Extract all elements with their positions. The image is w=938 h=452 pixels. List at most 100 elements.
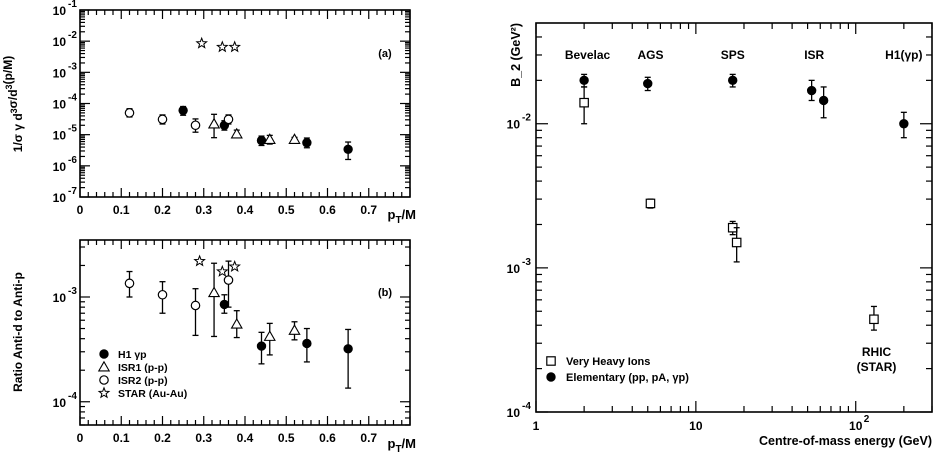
series-c-1 [579, 73, 909, 139]
series-b-2 [124, 260, 234, 337]
xtick-label-a-6: 0.6 [319, 203, 336, 217]
xtick-label-a-5: 0.5 [278, 203, 295, 217]
series-a-1 [207, 113, 301, 145]
svg-text:-4: -4 [522, 401, 531, 412]
ytick-label-b-1: 10 -4 [53, 391, 78, 410]
ytick-label-a-3: 10 -4 [53, 93, 78, 112]
xtick-label-b-3: 0.3 [195, 431, 212, 445]
xtick-label-c-0: 1 [533, 419, 540, 433]
point-a-2-2 [190, 120, 201, 131]
point-b-2-0 [124, 278, 135, 289]
y-axis-label-a: 1/σ γ d3σ/d3(p/M) [1, 56, 25, 152]
ytick-label-b-0: 10 -3 [53, 286, 78, 305]
series-a-0 [178, 105, 353, 161]
ytick-label-a-5: 10 -6 [53, 155, 78, 174]
point-c-0-0 [579, 97, 589, 108]
point-a-1-1 [230, 127, 243, 139]
annotation-c-5: RHIC [862, 345, 892, 359]
svg-text:10: 10 [53, 66, 67, 80]
point-b-2-2 [190, 300, 201, 311]
point-b-3-2 [228, 259, 241, 272]
svg-text:-2: -2 [68, 30, 77, 41]
point-b-1-2 [263, 330, 276, 341]
svg-text:10: 10 [507, 262, 521, 276]
x-axis-label-b: pT/M [387, 436, 416, 452]
svg-text:2: 2 [864, 414, 870, 425]
y-axis-label-b: Ratio Anti-d to Anti-p [11, 272, 25, 392]
point-c-1-4 [818, 95, 829, 106]
panel-label-b: (b) [378, 287, 392, 299]
series-a-3 [195, 36, 241, 53]
xtick-label-b-5: 0.5 [278, 431, 295, 445]
panel-a: 0 0.1 0.2 0.3 0.4 0.5 0.6 0.710-110-210-310-410… [1, 0, 416, 226]
point-a-2-1 [157, 114, 168, 125]
point-b-0-3 [343, 344, 353, 354]
legend-marker-c-0 [546, 356, 556, 366]
point-b-3-1 [216, 264, 229, 277]
plot-frame-c [535, 22, 933, 413]
legend-label-b-0: H1 γp [118, 349, 147, 361]
svg-text:10: 10 [849, 419, 863, 433]
xtick-label-b-6: 0.6 [319, 431, 336, 445]
annotation-c-6: (STAR) [857, 360, 897, 374]
point-a-3-2 [228, 40, 241, 53]
svg-text:10: 10 [53, 160, 67, 174]
legend-label-b-1: ISR1 (p-p) [118, 362, 168, 374]
svg-text:-2: -2 [522, 113, 531, 124]
point-a-1-3 [288, 133, 301, 144]
svg-text:10: 10 [53, 191, 67, 205]
xtick-label-b-2: 0.2 [154, 431, 171, 445]
xtick-label-b-0: 0 [77, 431, 84, 445]
svg-text:-5: -5 [68, 124, 77, 135]
svg-text:-7: -7 [68, 186, 77, 197]
point-a-0-0 [178, 105, 188, 116]
point-b-0-2 [302, 338, 312, 349]
plot-frame-a [79, 9, 411, 198]
legend-label-c-0: Very Heavy Ions [566, 356, 650, 368]
panel-b: 0 0.1 0.2 0.3 0.4 0.5 0.6 0.710 -310 -4(b)pT/MRat… [11, 239, 416, 452]
legend-marker-b-0 [99, 349, 109, 359]
xtick-label-b-7: 0.7 [360, 431, 377, 445]
annotation-c-2: SPS [721, 48, 745, 62]
xtick-label-c-2: 10 2 [849, 414, 870, 433]
legend-c: Very Heavy Ions Elementary (pp, pA, γp) [546, 356, 689, 384]
point-b-1-0 [207, 286, 221, 298]
point-a-1-2 [263, 133, 276, 144]
annotation-c-3: ISR [804, 48, 824, 62]
x-axis-label-c: Centre-of-mass energy (GeV) [759, 434, 932, 448]
xtick-label-a-0: 0 [77, 203, 84, 217]
point-c-0-1 [645, 198, 656, 209]
svg-text:-3: -3 [68, 286, 77, 297]
svg-text:10: 10 [53, 396, 67, 410]
svg-text:10: 10 [53, 98, 67, 112]
legend-label-b-3: STAR (Au-Au) [118, 388, 187, 400]
ytick-label-a-2: 10 -3 [53, 61, 78, 80]
xtick-label-a-1: 0.1 [113, 203, 130, 217]
series-b-3 [193, 254, 241, 277]
xtick-label-c-1: 10 [689, 419, 703, 433]
point-a-1-0 [207, 117, 221, 129]
ytick-label-c-0: 10 -2 [507, 113, 532, 132]
point-c-1-1 [643, 78, 653, 89]
series-a-2 [124, 108, 234, 133]
svg-text:10: 10 [53, 129, 67, 143]
svg-text:10: 10 [53, 35, 67, 49]
point-c-1-5 [899, 119, 909, 129]
legend-marker-b-1 [97, 360, 111, 372]
svg-text:-6: -6 [68, 155, 77, 166]
panel-label-a: (a) [378, 48, 392, 60]
legend-label-c-1: Elementary (pp, pA, γp) [566, 372, 689, 384]
point-c-0-3 [731, 237, 742, 248]
x-axis-label-a: pT/M [387, 207, 416, 226]
point-b-1-1 [230, 317, 243, 329]
svg-text:-1: -1 [68, 0, 77, 10]
ytick-label-a-6: 10 -7 [53, 186, 78, 205]
point-c-1-2 [728, 75, 738, 86]
point-a-3-0 [195, 36, 208, 49]
legend-marker-b-2 [99, 375, 109, 385]
ytick-label-a-1: 10 -2 [53, 30, 78, 49]
xtick-label-a-4: 0.4 [237, 203, 254, 217]
y-axis-label-c: B_2 (GeV²) [509, 23, 523, 87]
svg-text:10: 10 [507, 406, 521, 420]
